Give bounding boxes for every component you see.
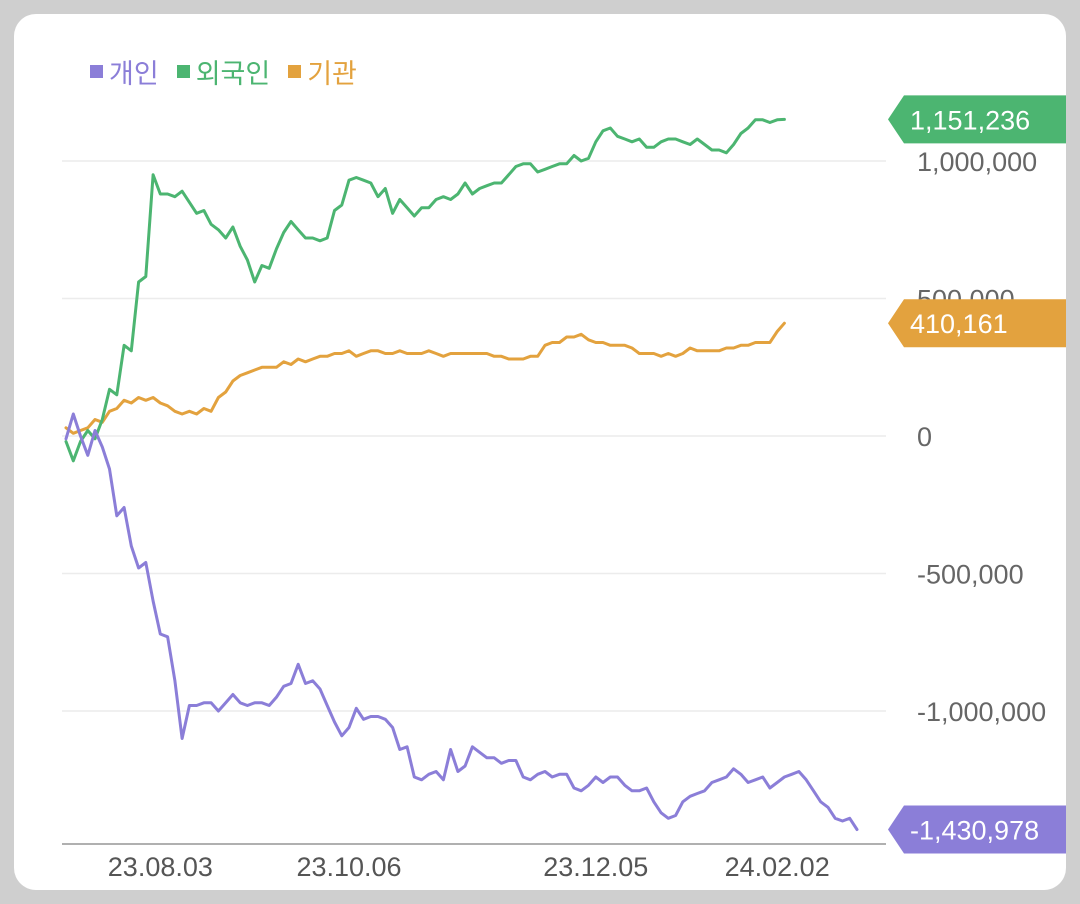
legend-label-institution: 기관 (307, 59, 357, 90)
series-line-individual (64, 412, 859, 831)
y-tick-label: 0 (917, 422, 932, 452)
end-value-label: 1,151,236 (910, 105, 1030, 135)
end-tag-shape (888, 95, 1066, 144)
series-line-foreigner (64, 117, 786, 463)
legend-item-foreigner[interactable]: 외국인 (176, 52, 271, 91)
line-chart: 1,000,000500,0000-500,000-1,000,00023.08… (62, 95, 1066, 882)
end-value-label: 410,161 (910, 309, 1008, 339)
series-line-institution (64, 321, 786, 435)
y-tick-label: -500,000 (917, 560, 1024, 590)
end-value-tag-individual: -1,430,978 (888, 805, 1066, 854)
series-layer (64, 117, 859, 831)
legend-item-individual[interactable]: 개인 (90, 52, 159, 91)
chart-legend: 개인 외국인 기관 (90, 52, 357, 91)
end-tag-shape (888, 805, 1066, 854)
x-tick-label: 23.10.06 (296, 852, 401, 882)
y-tick-label: -1,000,000 (917, 697, 1046, 727)
x-tick-label: 23.08.03 (108, 852, 213, 882)
end-tag-shape (888, 299, 1066, 348)
y-tick-label: 1,000,000 (917, 147, 1037, 177)
legend-label-foreigner: 외국인 (195, 59, 271, 90)
legend-item-institution[interactable]: 기관 (288, 52, 357, 91)
end-label-layer: -1,430,978 1,151,236 410,161 (888, 95, 1066, 854)
x-tick-label: 24.02.02 (725, 852, 830, 882)
legend-swatch-individual (90, 65, 103, 78)
x-tick-label: 23.12.05 (543, 852, 648, 882)
grid-layer: 1,000,000500,0000-500,000-1,000,00023.08… (62, 147, 1046, 882)
legend-swatch-institution (288, 65, 302, 78)
legend-swatch-foreigner (176, 65, 190, 78)
end-value-label: -1,430,978 (910, 816, 1039, 846)
chart-card: 개인 외국인 기관 1,000,000500,0000-500,000-1,00… (14, 14, 1066, 890)
end-value-tag-institution: 410,161 (888, 299, 1066, 348)
legend-label-individual: 개인 (109, 59, 159, 90)
end-value-tag-foreigner: 1,151,236 (888, 95, 1066, 144)
